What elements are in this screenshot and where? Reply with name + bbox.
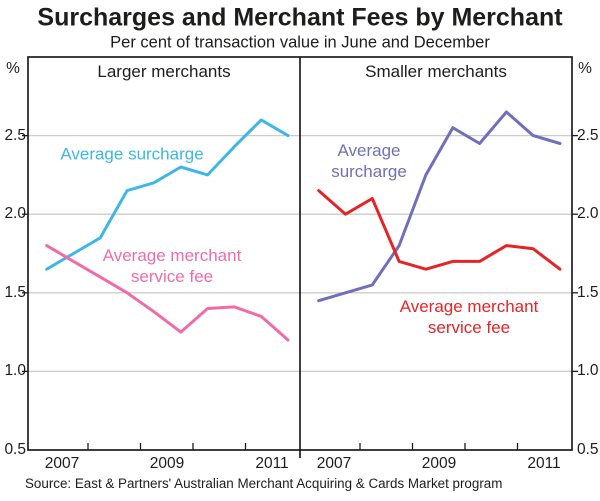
data-line — [45, 118, 290, 271]
y-tick-label-left: 0.5 — [4, 441, 26, 458]
chart-subtitle: Per cent of transaction value in June an… — [110, 33, 490, 52]
y-tick-label-left: 1.0 — [4, 362, 26, 380]
x-tick-label: 2009 — [149, 454, 185, 472]
chart-title: Surcharges and Merchant Fees by Merchant — [37, 3, 563, 32]
y-tick-label-right: 1.0 — [577, 362, 599, 380]
panel-header-smaller-merchants: Smaller merchants — [365, 62, 507, 81]
y-tick-label-left: 2.0 — [4, 205, 26, 223]
y-axis-unit-left: % — [6, 60, 20, 77]
x-tick-label: 2009 — [421, 454, 457, 472]
source-note: Source: East & Partners' Australian Merc… — [25, 476, 503, 491]
x-tick-label: 2011 — [527, 454, 561, 472]
data-line — [45, 244, 290, 342]
y-tick-label-right: 2.5 — [577, 126, 599, 144]
x-tick-label: 2007 — [316, 454, 352, 472]
data-line — [317, 110, 562, 303]
x-tick-label: 2011 — [255, 454, 289, 472]
y-tick-label-right: 0.5 — [577, 441, 599, 458]
x-tick-label: 2007 — [44, 454, 80, 472]
panel-header-larger-merchants: Larger merchants — [97, 62, 231, 81]
series-label: Average surcharge — [60, 144, 204, 164]
series-label: Average surcharge — [331, 141, 407, 181]
series-label: Average merchant service fee — [102, 246, 242, 286]
data-line — [317, 189, 562, 271]
y-tick-label-right: 2.0 — [577, 205, 599, 223]
y-tick-label-right: 1.5 — [577, 283, 599, 301]
series-label: Average merchant service fee — [399, 297, 539, 337]
y-tick-label-left: 2.5 — [4, 126, 26, 144]
y-axis-unit-right: % — [578, 60, 592, 77]
y-tick-label-left: 1.5 — [4, 283, 26, 301]
